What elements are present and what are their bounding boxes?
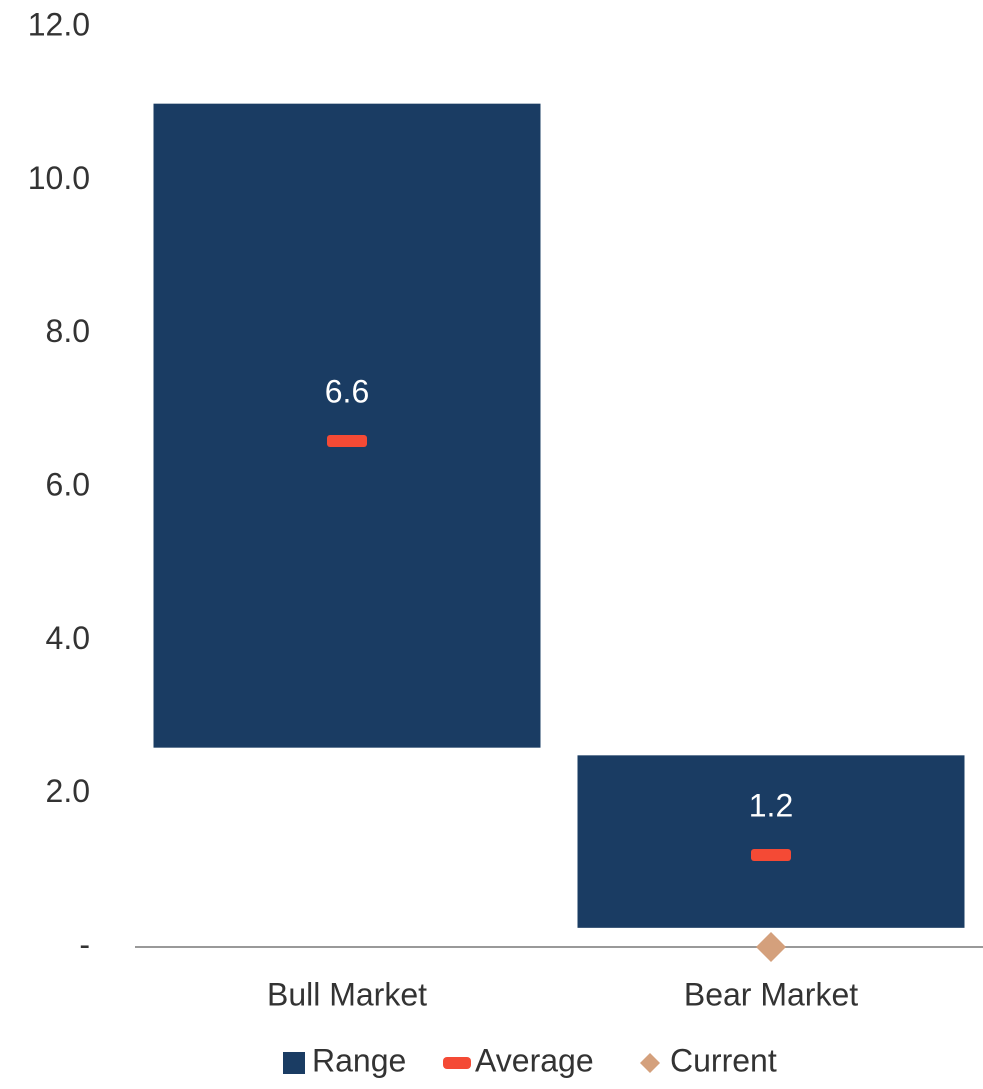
- x-tick-label: Bear Market: [684, 976, 858, 1012]
- legend-swatch: [283, 1052, 305, 1074]
- y-tick-label: 2.0: [46, 773, 90, 809]
- y-tick-label: 4.0: [46, 620, 90, 656]
- range-bar: [153, 103, 541, 748]
- y-tick-label: 8.0: [46, 313, 90, 349]
- data-label: 6.6: [325, 373, 369, 409]
- y-tick-label: 6.0: [46, 466, 90, 502]
- current-marker: [756, 932, 786, 962]
- legend-swatch: [640, 1053, 660, 1073]
- legend-label: Average: [475, 1042, 594, 1078]
- average-marker: [327, 435, 367, 447]
- y-tick-label: -: [79, 926, 90, 962]
- legend-label: Current: [670, 1042, 777, 1078]
- legend-label: Range: [312, 1042, 406, 1078]
- y-tick-label: 10.0: [28, 160, 90, 196]
- x-tick-label: Bull Market: [267, 976, 427, 1012]
- legend-swatch: [443, 1057, 471, 1069]
- average-marker: [751, 849, 791, 861]
- y-tick-label: 12.0: [28, 6, 90, 42]
- range-bar: [577, 755, 965, 928]
- data-label: 1.2: [749, 787, 793, 823]
